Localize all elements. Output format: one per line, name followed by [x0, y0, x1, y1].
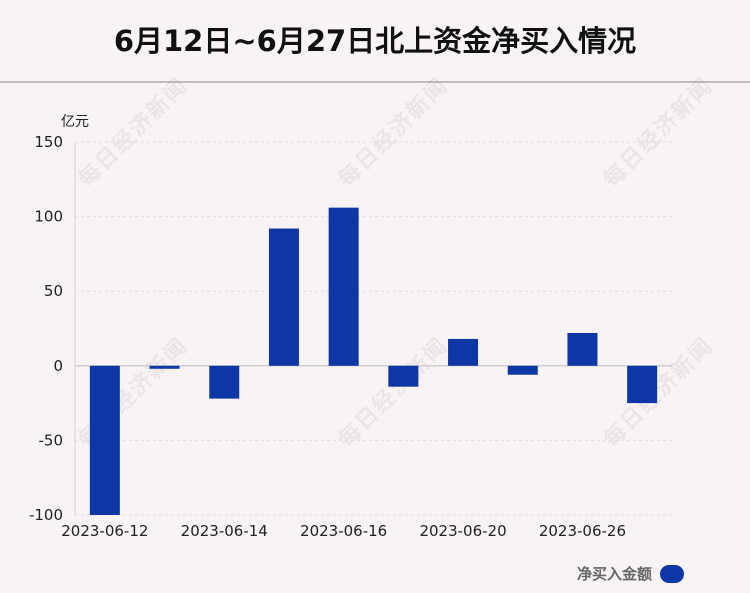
chart-title: 6月12日~6月27日北上资金净买入情况	[113, 24, 637, 58]
bar	[388, 365, 419, 387]
bar	[209, 365, 240, 399]
bar	[567, 332, 598, 366]
y-tick-label: 150	[34, 133, 63, 151]
x-tick-label: 2023-06-26	[539, 522, 626, 540]
bar	[627, 365, 658, 404]
bar	[268, 228, 299, 366]
title-divider	[0, 81, 750, 83]
x-tick-label: 2023-06-12	[61, 522, 148, 540]
x-tick-label: 2023-06-20	[419, 522, 506, 540]
bar	[328, 207, 359, 366]
bar	[89, 365, 120, 515]
legend-swatch	[660, 564, 684, 583]
bar	[149, 365, 180, 369]
y-axis-unit-label: 亿元	[61, 114, 89, 130]
x-tick-label: 2023-06-16	[300, 522, 387, 540]
y-tick-label: -100	[29, 506, 63, 524]
legend-label: 净买入金额	[576, 565, 652, 583]
y-tick-label: 100	[34, 208, 63, 226]
bar	[448, 338, 479, 366]
bar	[507, 365, 538, 375]
x-tick-label: 2023-06-14	[181, 522, 268, 540]
y-tick-label: -50	[39, 431, 64, 449]
legend: 净买入金额	[577, 563, 684, 584]
y-tick-label: 0	[53, 357, 63, 375]
y-tick-label: 50	[44, 282, 63, 300]
